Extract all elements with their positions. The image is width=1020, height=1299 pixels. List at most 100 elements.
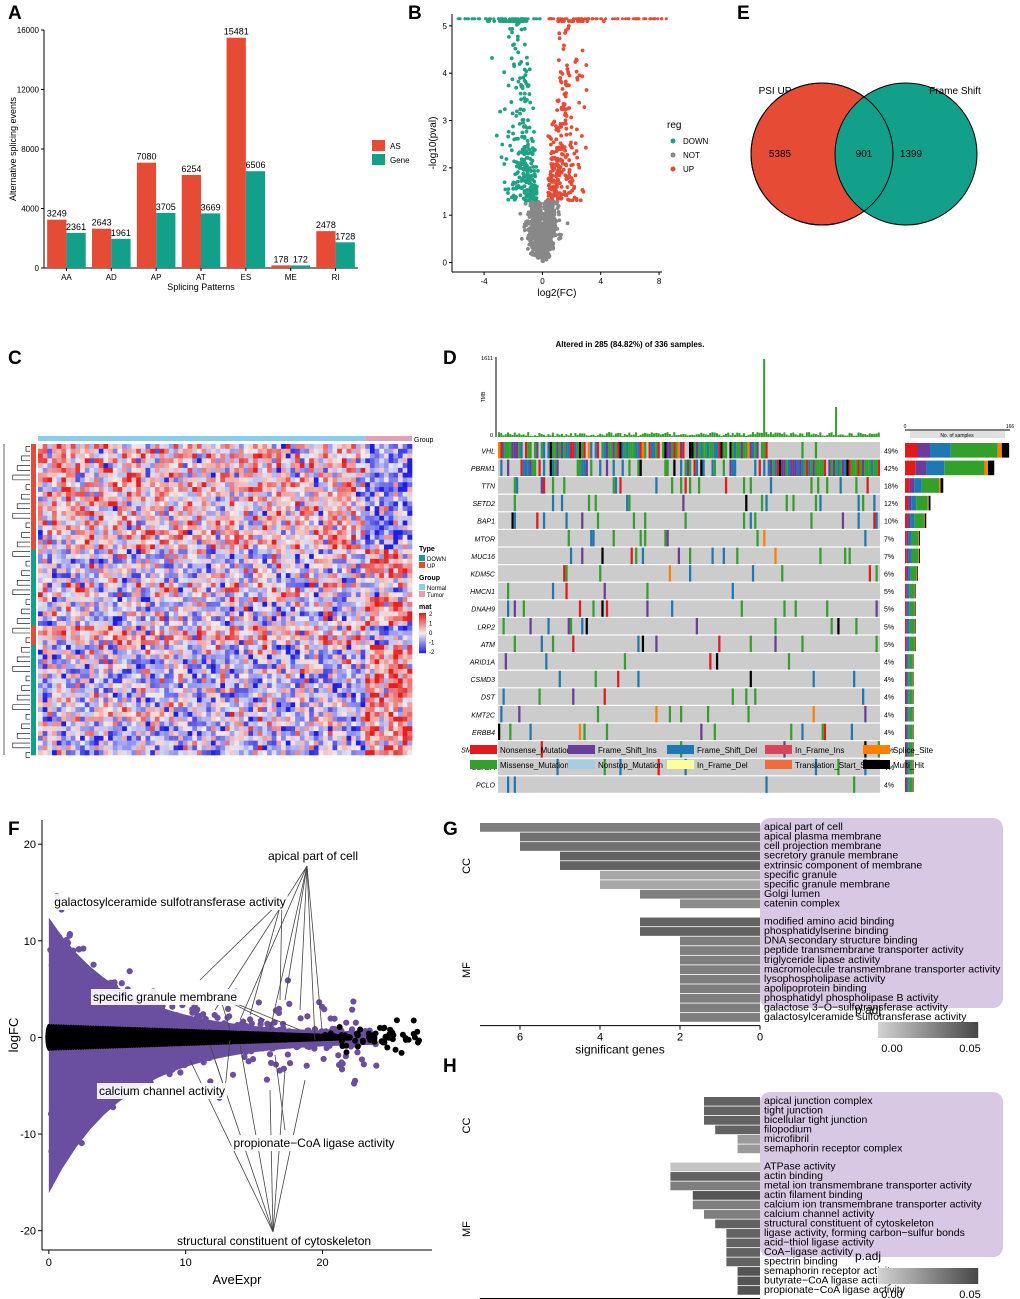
heatmap-cell bbox=[182, 525, 188, 531]
heatmap-cell bbox=[187, 506, 193, 512]
heatmap-cell bbox=[103, 530, 109, 536]
heatmap-cell bbox=[108, 487, 114, 493]
heatmap-cell bbox=[309, 482, 315, 488]
heatmap-cell bbox=[201, 573, 207, 579]
heatmap-cell bbox=[215, 597, 221, 603]
heatmap-cell bbox=[239, 472, 244, 478]
heatmap-cell bbox=[276, 568, 282, 574]
heatmap-cell bbox=[164, 491, 170, 497]
heatmap-cell bbox=[276, 611, 282, 617]
volcano-point bbox=[506, 191, 510, 195]
heatmap-cell bbox=[98, 601, 104, 607]
heatmap-cell bbox=[206, 525, 212, 531]
heatmap-cell bbox=[192, 515, 198, 521]
heatmap-cell bbox=[168, 554, 174, 560]
heatmap-cell bbox=[187, 611, 193, 617]
heatmap-cell bbox=[210, 544, 216, 550]
heatmap-cell bbox=[117, 467, 123, 474]
heatmap-cell bbox=[140, 506, 146, 512]
heatmap-cell bbox=[140, 592, 146, 598]
heatmap-cell bbox=[360, 625, 366, 631]
heatmap-cell bbox=[187, 458, 193, 464]
heatmap-cell bbox=[187, 582, 193, 588]
heatmap-cell bbox=[374, 625, 380, 631]
heatmap-cell bbox=[136, 606, 142, 612]
heatmap-cell bbox=[173, 630, 179, 636]
volcano-point-top bbox=[516, 17, 520, 21]
volcano-point-top bbox=[520, 17, 524, 21]
heatmap-cell bbox=[379, 587, 385, 593]
heatmap-cell bbox=[66, 592, 72, 598]
heatmap-cell bbox=[332, 577, 338, 584]
heatmap-cell bbox=[281, 496, 287, 502]
heatmap-cell bbox=[70, 472, 76, 478]
heatmap-cell bbox=[168, 621, 174, 627]
heatmap-cell bbox=[369, 472, 375, 478]
heatmap-cell bbox=[168, 453, 174, 459]
heatmap-cell bbox=[89, 510, 95, 517]
heatmap-cell bbox=[253, 563, 259, 569]
heatmap-cell bbox=[47, 563, 53, 569]
heatmap-cell bbox=[383, 510, 389, 517]
heatmap-cell bbox=[327, 444, 333, 450]
heatmap-cell bbox=[52, 558, 57, 564]
heatmap-cell bbox=[80, 549, 86, 555]
heatmap-cell bbox=[164, 530, 170, 536]
heatmap-cell bbox=[295, 453, 301, 459]
heatmap-cell bbox=[56, 520, 62, 526]
heatmap-cell bbox=[220, 582, 226, 588]
bar-value-label: 2361 bbox=[66, 222, 86, 232]
heatmap-cell bbox=[145, 563, 151, 569]
heatmap-cell bbox=[178, 544, 184, 550]
heatmap-cell bbox=[299, 577, 305, 584]
heatmap-cell bbox=[126, 544, 132, 550]
heatmap-cell bbox=[318, 587, 324, 593]
heatmap-cell bbox=[229, 621, 235, 627]
heatmap-cell bbox=[56, 601, 62, 607]
volcano-point bbox=[580, 74, 585, 79]
heatmap-cell bbox=[388, 506, 394, 512]
heatmap-cell bbox=[140, 587, 146, 593]
heatmap-cell bbox=[318, 573, 324, 579]
heatmap-cell bbox=[388, 573, 394, 579]
heatmap-cell bbox=[145, 549, 151, 555]
heatmap-cell bbox=[239, 549, 244, 555]
heatmap-cell bbox=[388, 510, 394, 517]
heatmap-cell bbox=[388, 539, 394, 545]
heatmap-cell bbox=[66, 597, 72, 603]
heatmap-cell bbox=[369, 601, 375, 607]
heatmap-cell bbox=[299, 558, 305, 564]
heatmap-cell bbox=[271, 482, 277, 488]
heatmap-cell bbox=[61, 582, 67, 588]
heatmap-cell bbox=[318, 487, 324, 493]
heatmap-cell bbox=[239, 487, 244, 493]
heatmap-cell bbox=[94, 592, 100, 598]
heatmap-cell bbox=[94, 530, 100, 536]
heatmap-cell bbox=[243, 544, 249, 550]
heatmap-cell bbox=[365, 453, 371, 459]
heatmap-cell bbox=[80, 510, 86, 517]
volcano-point bbox=[563, 121, 568, 126]
volcano-point bbox=[511, 186, 516, 191]
heatmap-cell bbox=[313, 539, 319, 545]
heatmap-cell bbox=[178, 625, 184, 631]
heatmap-cell bbox=[327, 601, 333, 607]
heatmap-cell bbox=[80, 463, 86, 469]
heatmap-cell bbox=[248, 563, 254, 569]
heatmap-cell bbox=[304, 606, 310, 612]
volcano-point bbox=[580, 48, 585, 53]
heatmap-cell bbox=[145, 606, 151, 612]
heatmap-cell bbox=[94, 601, 100, 607]
heatmap-cell bbox=[80, 539, 86, 545]
heatmap-cell bbox=[295, 592, 301, 598]
heatmap-cell bbox=[192, 501, 198, 507]
heatmap-cell bbox=[285, 472, 291, 478]
heatmap-cell bbox=[304, 467, 310, 474]
heatmap-cell bbox=[383, 487, 389, 493]
volcano-point bbox=[572, 186, 576, 191]
heatmap-cell bbox=[351, 487, 357, 493]
heatmap-cell bbox=[89, 592, 95, 598]
heatmap-cell bbox=[276, 501, 282, 507]
heatmap-cell bbox=[94, 621, 100, 627]
heatmap-cell bbox=[80, 515, 86, 521]
